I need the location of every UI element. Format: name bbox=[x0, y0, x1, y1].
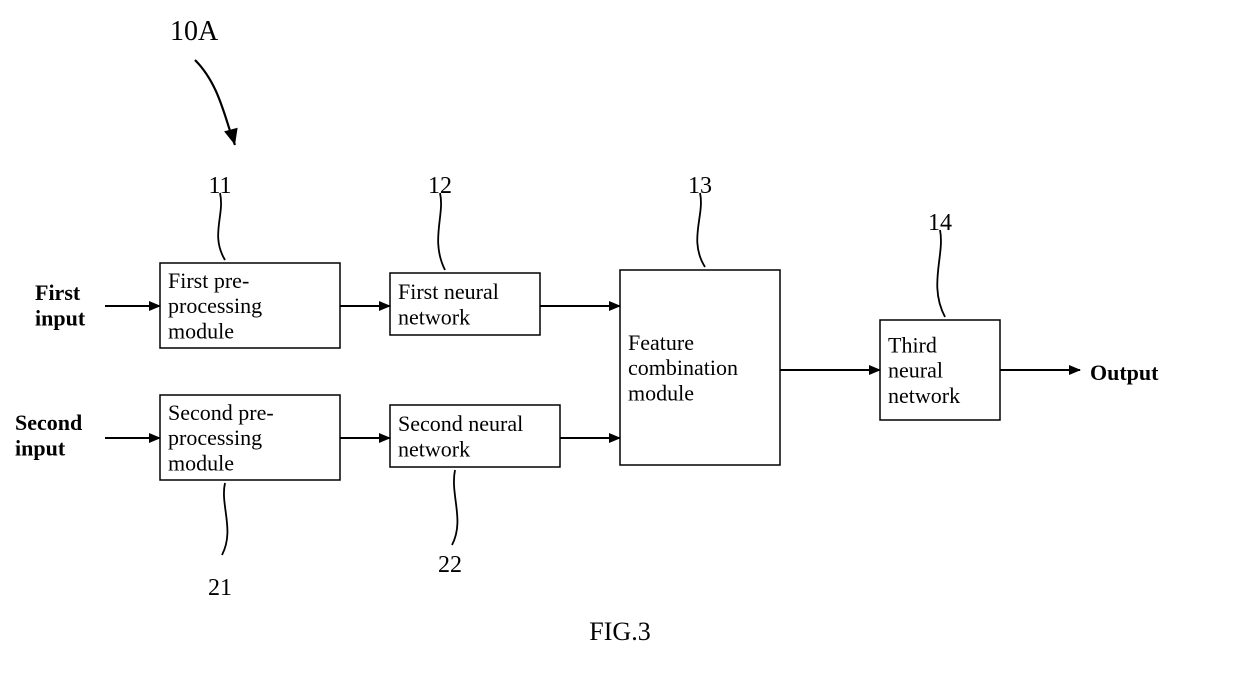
figure-caption: FIG.3 bbox=[589, 617, 650, 646]
io-output: Output bbox=[1090, 360, 1159, 385]
system-label: 10A bbox=[170, 16, 219, 47]
numeral-nn2: 22 bbox=[438, 552, 462, 578]
numeral-pre2: 21 bbox=[208, 575, 232, 601]
figure-canvas: 10AFirst pre-processingmodule11First neu… bbox=[0, 0, 1240, 684]
diagram-layer: 10AFirst pre-processingmodule11First neu… bbox=[0, 0, 1240, 684]
io-first-input: Firstinput bbox=[35, 280, 86, 330]
